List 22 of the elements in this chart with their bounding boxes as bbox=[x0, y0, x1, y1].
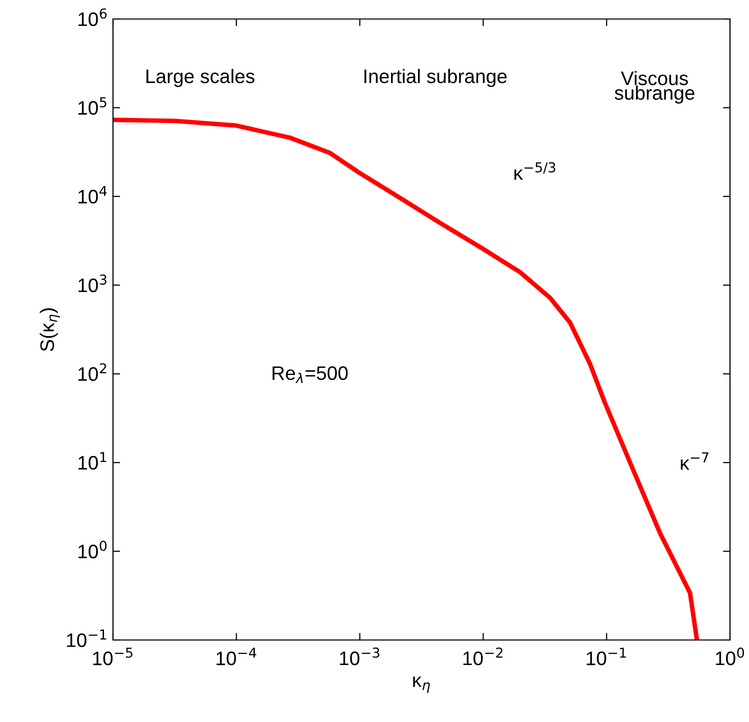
x-tick-label: 10$^{−5}$ bbox=[93, 648, 132, 666]
x-tick-label: 10$^{−1}$ bbox=[586, 648, 626, 666]
y-tick-label: 10$^{6}$ bbox=[78, 8, 107, 26]
x-tick-label: 10$^{−3}$ bbox=[340, 648, 380, 666]
x-axis-title: κ$_{η}$ bbox=[413, 676, 430, 693]
annotation: κ$^{−5/3}$ bbox=[514, 162, 556, 180]
y-tick-label: 10$^{1}$ bbox=[78, 452, 106, 470]
y-tick-label: 10$^{0}$ bbox=[78, 540, 107, 558]
annotation: κ$^{−7}$ bbox=[680, 452, 708, 470]
y-axis-title: S(κ$_{η}$) bbox=[40, 308, 60, 352]
x-tick-label: 10$^{0}$ bbox=[716, 648, 744, 666]
x-tick-label: 10$^{−2}$ bbox=[463, 648, 502, 666]
annotation: Viscous subrange bbox=[614, 70, 694, 104]
y-tick-label: 10$^{2}$ bbox=[78, 363, 106, 381]
annotation: Large scales bbox=[146, 68, 254, 88]
y-tick-label: 10$^{−1}$ bbox=[67, 630, 106, 648]
annotation: Re$_{λ}$=500 bbox=[272, 366, 348, 384]
y-tick-label: 10$^{4}$ bbox=[78, 186, 107, 204]
y-tick-label: 10$^{3}$ bbox=[78, 274, 106, 292]
x-tick-label: 10$^{−4}$ bbox=[216, 648, 256, 666]
annotation: Inertial subrange bbox=[364, 68, 507, 88]
y-tick-label: 10$^{5}$ bbox=[78, 97, 106, 115]
